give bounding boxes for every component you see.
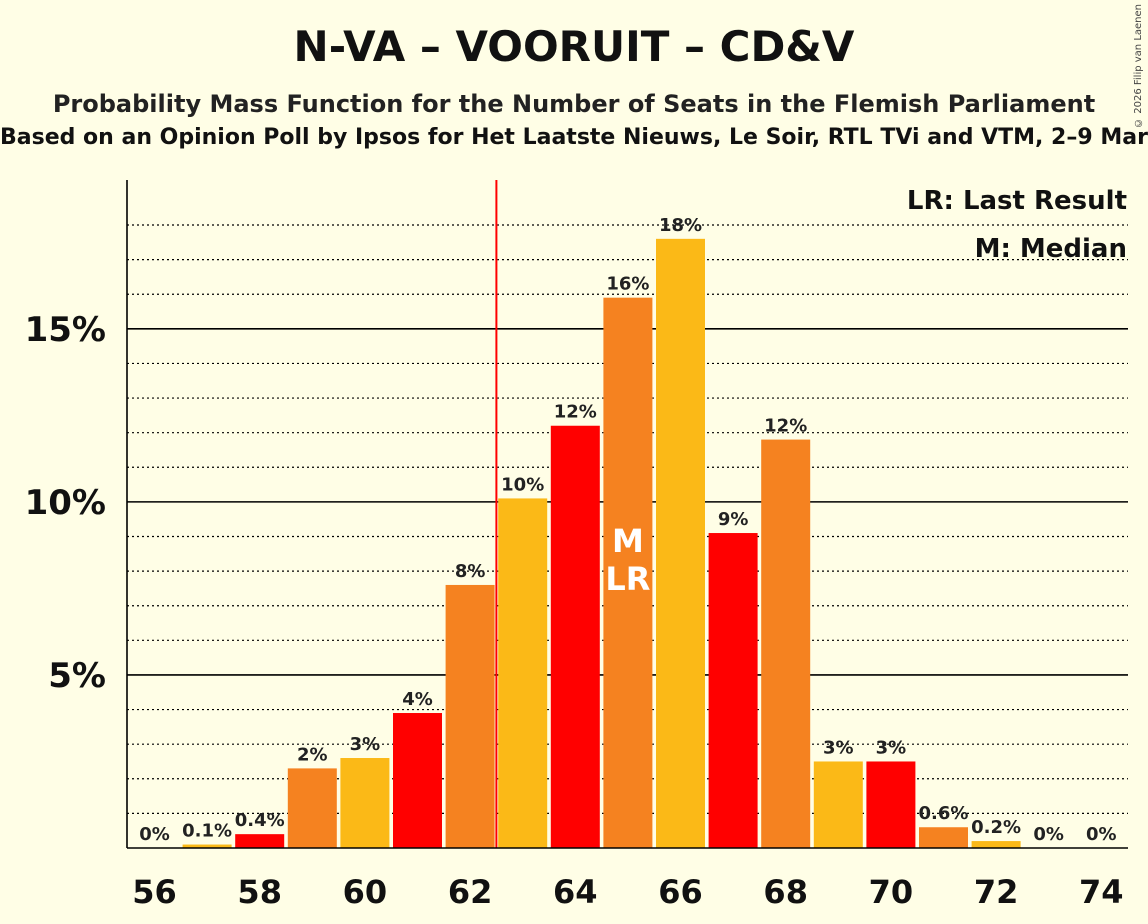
- bar-seat-71: [919, 827, 968, 848]
- x-tick-label: 64: [553, 873, 598, 911]
- bar-label-seat-72: 0.2%: [971, 817, 1021, 838]
- markers: MLR: [495, 180, 650, 848]
- chart-source: Based on an Opinion Poll by Ipsos for He…: [0, 125, 1148, 150]
- bar-label-seat-68: 12%: [764, 416, 807, 437]
- bar-seat-70: [866, 761, 916, 848]
- bar-label-seat-74: 0%: [1086, 824, 1117, 845]
- bar-label-seat-66: 18%: [659, 215, 702, 236]
- legend-entry: M: Median: [975, 234, 1127, 264]
- legend: LR: Last Result M: Median: [907, 186, 1127, 264]
- bar-seat-67: [708, 533, 758, 848]
- bar-seat-61: [393, 713, 442, 848]
- x-tick-label: 58: [237, 873, 282, 911]
- bar-label-seat-63: 10%: [501, 474, 544, 495]
- bar-seat-69: [813, 761, 863, 848]
- chart-subtitle: Probability Mass Function for the Number…: [52, 90, 1096, 118]
- bars: [182, 238, 1021, 849]
- axes: 5% 10% 15% 56 58 60 62 64 66 68 70 72 74: [25, 180, 1128, 911]
- x-tick-label: 62: [448, 873, 493, 911]
- bar-label-seat-65: 16%: [606, 274, 649, 295]
- bar-label-seat-73: 0%: [1033, 824, 1064, 845]
- bar-label-seat-56: 0%: [139, 824, 170, 845]
- x-tick-label: 60: [343, 873, 388, 911]
- y-tick-label: 10%: [25, 483, 106, 523]
- bar-seat-58: [235, 834, 285, 848]
- bar-label-seat-58: 0.4%: [235, 810, 285, 831]
- bar-seat-65: [603, 297, 653, 849]
- bar-label-seat-61: 4%: [402, 689, 433, 710]
- x-tick-label: 70: [869, 873, 914, 911]
- y-tick-label: 15%: [25, 310, 106, 350]
- bar-seat-57: [182, 844, 232, 848]
- x-tick-label: 72: [974, 873, 1019, 911]
- bar-labels: 0% 0.1% 0.4% 2% 3% 4% 8% 10% 12% 16% 18% 9% 12% 3% 3% 0…: [139, 215, 1116, 845]
- bar-seat-59: [287, 768, 337, 848]
- bar-label-seat-59: 2%: [297, 744, 328, 765]
- x-tick-label: 66: [658, 873, 703, 911]
- median-marker: M: [612, 522, 644, 560]
- bar-seat-63: [498, 498, 548, 848]
- bar-seat-68: [761, 439, 811, 848]
- bar-seat-66: [656, 238, 705, 849]
- bar-label-seat-57: 0.1%: [182, 821, 232, 842]
- x-tick-label: 56: [132, 873, 177, 911]
- bar-label-seat-62: 8%: [455, 561, 486, 582]
- bar-label-seat-70: 3%: [876, 737, 907, 758]
- bar-seat-60: [340, 758, 390, 848]
- y-tick-label: 5%: [48, 656, 106, 696]
- bar-seat-64: [550, 425, 600, 848]
- bar-seat-62: [445, 584, 495, 848]
- legend-entry: LR: Last Result: [907, 186, 1127, 216]
- bar-label-seat-64: 12%: [554, 402, 597, 423]
- last-result-marker: LR: [605, 560, 650, 598]
- x-tick-label: 74: [1079, 873, 1124, 911]
- bar-seat-72: [971, 841, 1021, 848]
- bar-label-seat-67: 9%: [718, 509, 749, 530]
- x-tick-label: 68: [763, 873, 808, 911]
- bar-label-seat-71: 0.6%: [919, 803, 969, 824]
- bar-label-seat-69: 3%: [823, 737, 854, 758]
- chart-title: N-VA – VOORUIT – CD&V: [293, 22, 855, 71]
- bar-label-seat-60: 3%: [350, 734, 381, 755]
